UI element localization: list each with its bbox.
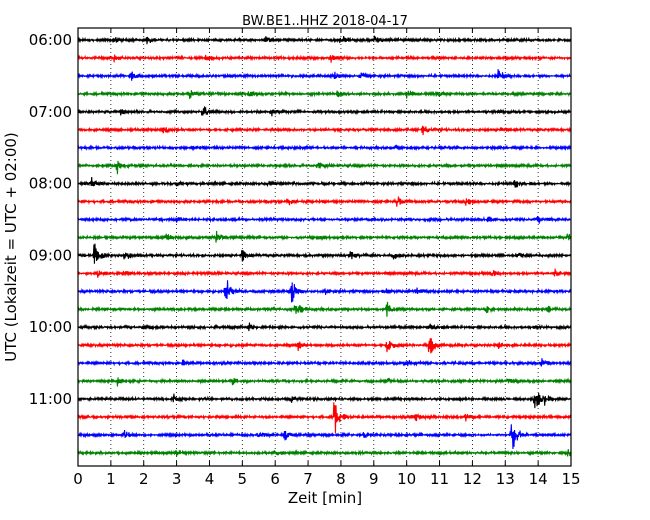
trace-06:15 xyxy=(77,54,572,63)
trace-10:00 xyxy=(77,322,572,332)
y-tick-label: 09:00 xyxy=(29,246,72,264)
x-axis-label: Zeit [min] xyxy=(288,489,362,507)
x-tick-label: 9 xyxy=(369,470,379,488)
trace-10:45 xyxy=(77,377,572,387)
x-tick-label: 3 xyxy=(172,470,182,488)
traces xyxy=(77,35,572,457)
x-tick-label: 10 xyxy=(397,470,416,488)
trace-08:15 xyxy=(77,196,572,207)
y-tick-label: 10:00 xyxy=(29,318,72,336)
trace-08:45 xyxy=(77,230,572,243)
x-tick-label: 15 xyxy=(561,470,580,488)
x-tick-label: 6 xyxy=(270,470,280,488)
trace-08:30 xyxy=(77,215,572,224)
x-tick-label: 8 xyxy=(336,470,346,488)
trace-09:00 xyxy=(77,243,572,264)
plot-frame xyxy=(77,27,572,467)
trace-11:45 xyxy=(77,449,572,457)
x-tick-label: 2 xyxy=(139,470,149,488)
trace-09:30 xyxy=(77,280,572,303)
trace-06:00 xyxy=(77,35,572,45)
y-tick-label: 08:00 xyxy=(29,175,72,193)
x-tick-label: 1 xyxy=(106,470,116,488)
y-tick-label: 11:00 xyxy=(29,390,72,408)
trace-07:30 xyxy=(77,144,572,152)
trace-07:45 xyxy=(77,160,572,175)
trace-11:00 xyxy=(77,392,572,409)
x-tick-label: 14 xyxy=(529,470,548,488)
trace-09:45 xyxy=(77,301,572,317)
x-tick-label: 4 xyxy=(205,470,215,488)
x-axis: 0 1 2 3 4 5 6 7 8 9 10 11 12 13 14 15 xyxy=(73,28,581,488)
trace-11:30 xyxy=(77,424,572,450)
trace-10:30 xyxy=(77,358,572,367)
chart-title: BW.BE1..HHZ 2018-04-17 xyxy=(242,14,408,29)
trace-06:45 xyxy=(77,90,572,99)
trace-08:00 xyxy=(77,176,572,188)
trace-07:15 xyxy=(77,125,572,136)
y-axis: 06:00 07:00 08:00 09:00 10:00 11:00 xyxy=(29,31,571,408)
x-tick-label: 12 xyxy=(463,470,482,488)
y-tick-label: 07:00 xyxy=(29,103,72,121)
x-tick-label: 0 xyxy=(73,470,83,488)
trace-09:15 xyxy=(77,268,572,278)
trace-11:15 xyxy=(77,402,572,434)
x-tick-label: 13 xyxy=(496,470,515,488)
trace-10:15 xyxy=(77,338,572,354)
x-tick-label: 5 xyxy=(238,470,248,488)
x-tick-label: 11 xyxy=(430,470,449,488)
y-tick-label: 06:00 xyxy=(29,31,72,49)
x-tick-label: 7 xyxy=(303,470,313,488)
y-axis-label: UTC (Lokalzeit = UTC + 02:00) xyxy=(2,132,20,362)
trace-06:30 xyxy=(77,69,572,81)
trace-07:00 xyxy=(77,106,572,117)
